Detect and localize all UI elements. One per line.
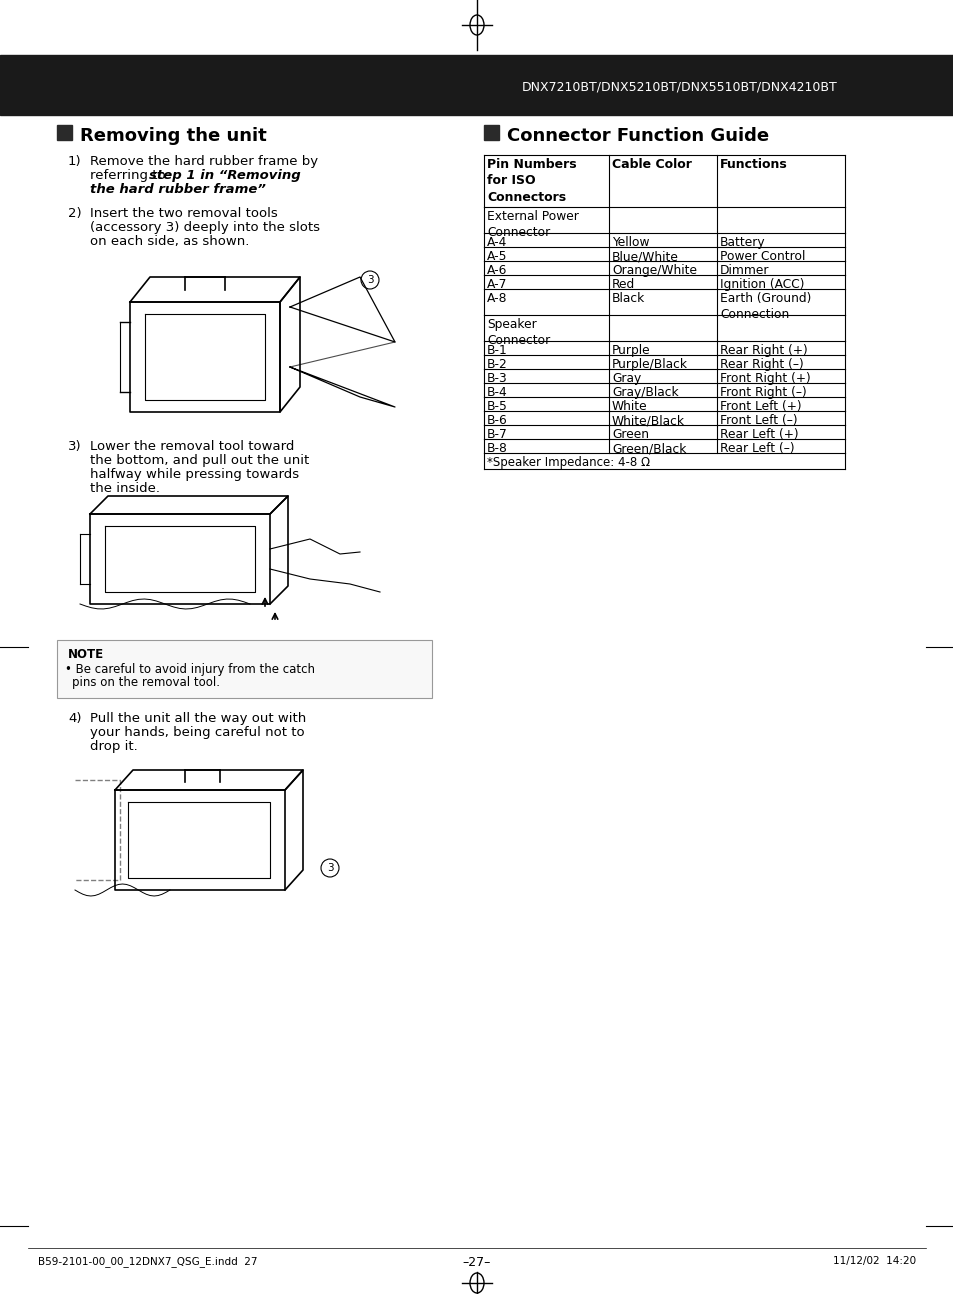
Text: *Speaker Impedance: 4-8 Ω: *Speaker Impedance: 4-8 Ω xyxy=(486,455,649,468)
Text: the hard rubber frame”: the hard rubber frame” xyxy=(90,182,266,195)
Text: Lower the removal tool toward: Lower the removal tool toward xyxy=(90,440,294,453)
Text: B-7: B-7 xyxy=(486,428,507,441)
Text: White: White xyxy=(612,400,647,413)
Text: Rear Right (–): Rear Right (–) xyxy=(720,358,803,371)
Text: NOTE: NOTE xyxy=(68,648,104,661)
Text: drop it.: drop it. xyxy=(90,740,137,753)
Text: Remove the hard rubber frame by: Remove the hard rubber frame by xyxy=(90,155,317,168)
Text: Red: Red xyxy=(612,278,635,291)
Text: Green/Black: Green/Black xyxy=(612,443,685,455)
Text: Front Left (+): Front Left (+) xyxy=(720,400,801,413)
Text: 3: 3 xyxy=(366,276,373,285)
Text: Blue/White: Blue/White xyxy=(612,250,679,263)
Text: Front Left (–): Front Left (–) xyxy=(720,414,797,427)
Text: A-4: A-4 xyxy=(486,236,507,248)
Text: Rear Left (–): Rear Left (–) xyxy=(720,443,794,455)
Text: Pull the unit all the way out with: Pull the unit all the way out with xyxy=(90,712,306,725)
Text: Purple/Black: Purple/Black xyxy=(612,358,687,371)
Text: Ignition (ACC): Ignition (ACC) xyxy=(720,278,803,291)
Text: pins on the removal tool.: pins on the removal tool. xyxy=(71,675,220,688)
Text: External Power
Connector: External Power Connector xyxy=(486,210,578,239)
Text: 2): 2) xyxy=(68,207,82,220)
Text: B-1: B-1 xyxy=(486,344,507,357)
Text: Power Control: Power Control xyxy=(720,250,804,263)
Text: Battery: Battery xyxy=(720,236,765,248)
Text: 3): 3) xyxy=(68,440,82,453)
Text: Gray/Black: Gray/Black xyxy=(612,386,678,399)
Text: (accessory 3) deeply into the slots: (accessory 3) deeply into the slots xyxy=(90,221,319,234)
Text: Removing the unit: Removing the unit xyxy=(80,127,267,145)
Text: Rear Left (+): Rear Left (+) xyxy=(720,428,798,441)
Text: Yellow: Yellow xyxy=(612,236,649,248)
Bar xyxy=(483,126,498,140)
Text: step 1 in “Removing: step 1 in “Removing xyxy=(149,170,300,182)
Text: DNX7210BT/DNX5210BT/DNX5510BT/DNX4210BT: DNX7210BT/DNX5210BT/DNX5510BT/DNX4210BT xyxy=(521,80,837,93)
Text: B59-2101-00_00_12DNX7_QSG_E.indd  27: B59-2101-00_00_12DNX7_QSG_E.indd 27 xyxy=(38,1256,257,1267)
FancyBboxPatch shape xyxy=(57,641,432,697)
Bar xyxy=(57,126,71,140)
Text: the bottom, and pull out the unit: the bottom, and pull out the unit xyxy=(90,454,309,467)
Text: Connector Function Guide: Connector Function Guide xyxy=(506,127,768,145)
Text: Functions: Functions xyxy=(720,158,787,171)
Text: A-5: A-5 xyxy=(486,250,507,263)
Text: 4): 4) xyxy=(68,712,81,725)
Text: Front Right (+): Front Right (+) xyxy=(720,371,810,386)
Text: referring to: referring to xyxy=(90,170,170,182)
Text: Green: Green xyxy=(612,428,648,441)
Text: on each side, as shown.: on each side, as shown. xyxy=(90,236,249,248)
Text: A-8: A-8 xyxy=(486,292,507,305)
Text: 11/12/02  14:20: 11/12/02 14:20 xyxy=(832,1256,915,1266)
Text: B-6: B-6 xyxy=(486,414,507,427)
Text: Cable Color: Cable Color xyxy=(612,158,691,171)
Text: Purple: Purple xyxy=(612,344,650,357)
Text: Insert the two removal tools: Insert the two removal tools xyxy=(90,207,277,220)
Text: Gray: Gray xyxy=(612,371,640,386)
Text: B-4: B-4 xyxy=(486,386,507,399)
Text: Dimmer: Dimmer xyxy=(720,264,769,277)
Text: Rear Right (+): Rear Right (+) xyxy=(720,344,807,357)
Text: B-2: B-2 xyxy=(486,358,507,371)
Bar xyxy=(0,56,953,115)
Text: the inside.: the inside. xyxy=(90,481,160,496)
Text: B-5: B-5 xyxy=(486,400,507,413)
Text: 1): 1) xyxy=(68,155,82,168)
Text: –27–: –27– xyxy=(462,1256,491,1269)
Text: .: . xyxy=(218,182,222,195)
Text: Earth (Ground)
Connection: Earth (Ground) Connection xyxy=(720,292,810,321)
Text: Speaker
Connector: Speaker Connector xyxy=(486,318,550,347)
Text: B-3: B-3 xyxy=(486,371,507,386)
Text: 3: 3 xyxy=(326,863,333,873)
Text: • Be careful to avoid injury from the catch: • Be careful to avoid injury from the ca… xyxy=(65,663,314,675)
Text: your hands, being careful not to: your hands, being careful not to xyxy=(90,726,304,739)
Text: Black: Black xyxy=(612,292,644,305)
Text: B-8: B-8 xyxy=(486,443,507,455)
Text: Orange/White: Orange/White xyxy=(612,264,697,277)
Text: halfway while pressing towards: halfway while pressing towards xyxy=(90,468,299,481)
Text: White/Black: White/Black xyxy=(612,414,684,427)
Text: Pin Numbers
for ISO
Connectors: Pin Numbers for ISO Connectors xyxy=(486,158,576,204)
Text: A-7: A-7 xyxy=(486,278,507,291)
Text: A-6: A-6 xyxy=(486,264,507,277)
Text: Front Right (–): Front Right (–) xyxy=(720,386,806,399)
